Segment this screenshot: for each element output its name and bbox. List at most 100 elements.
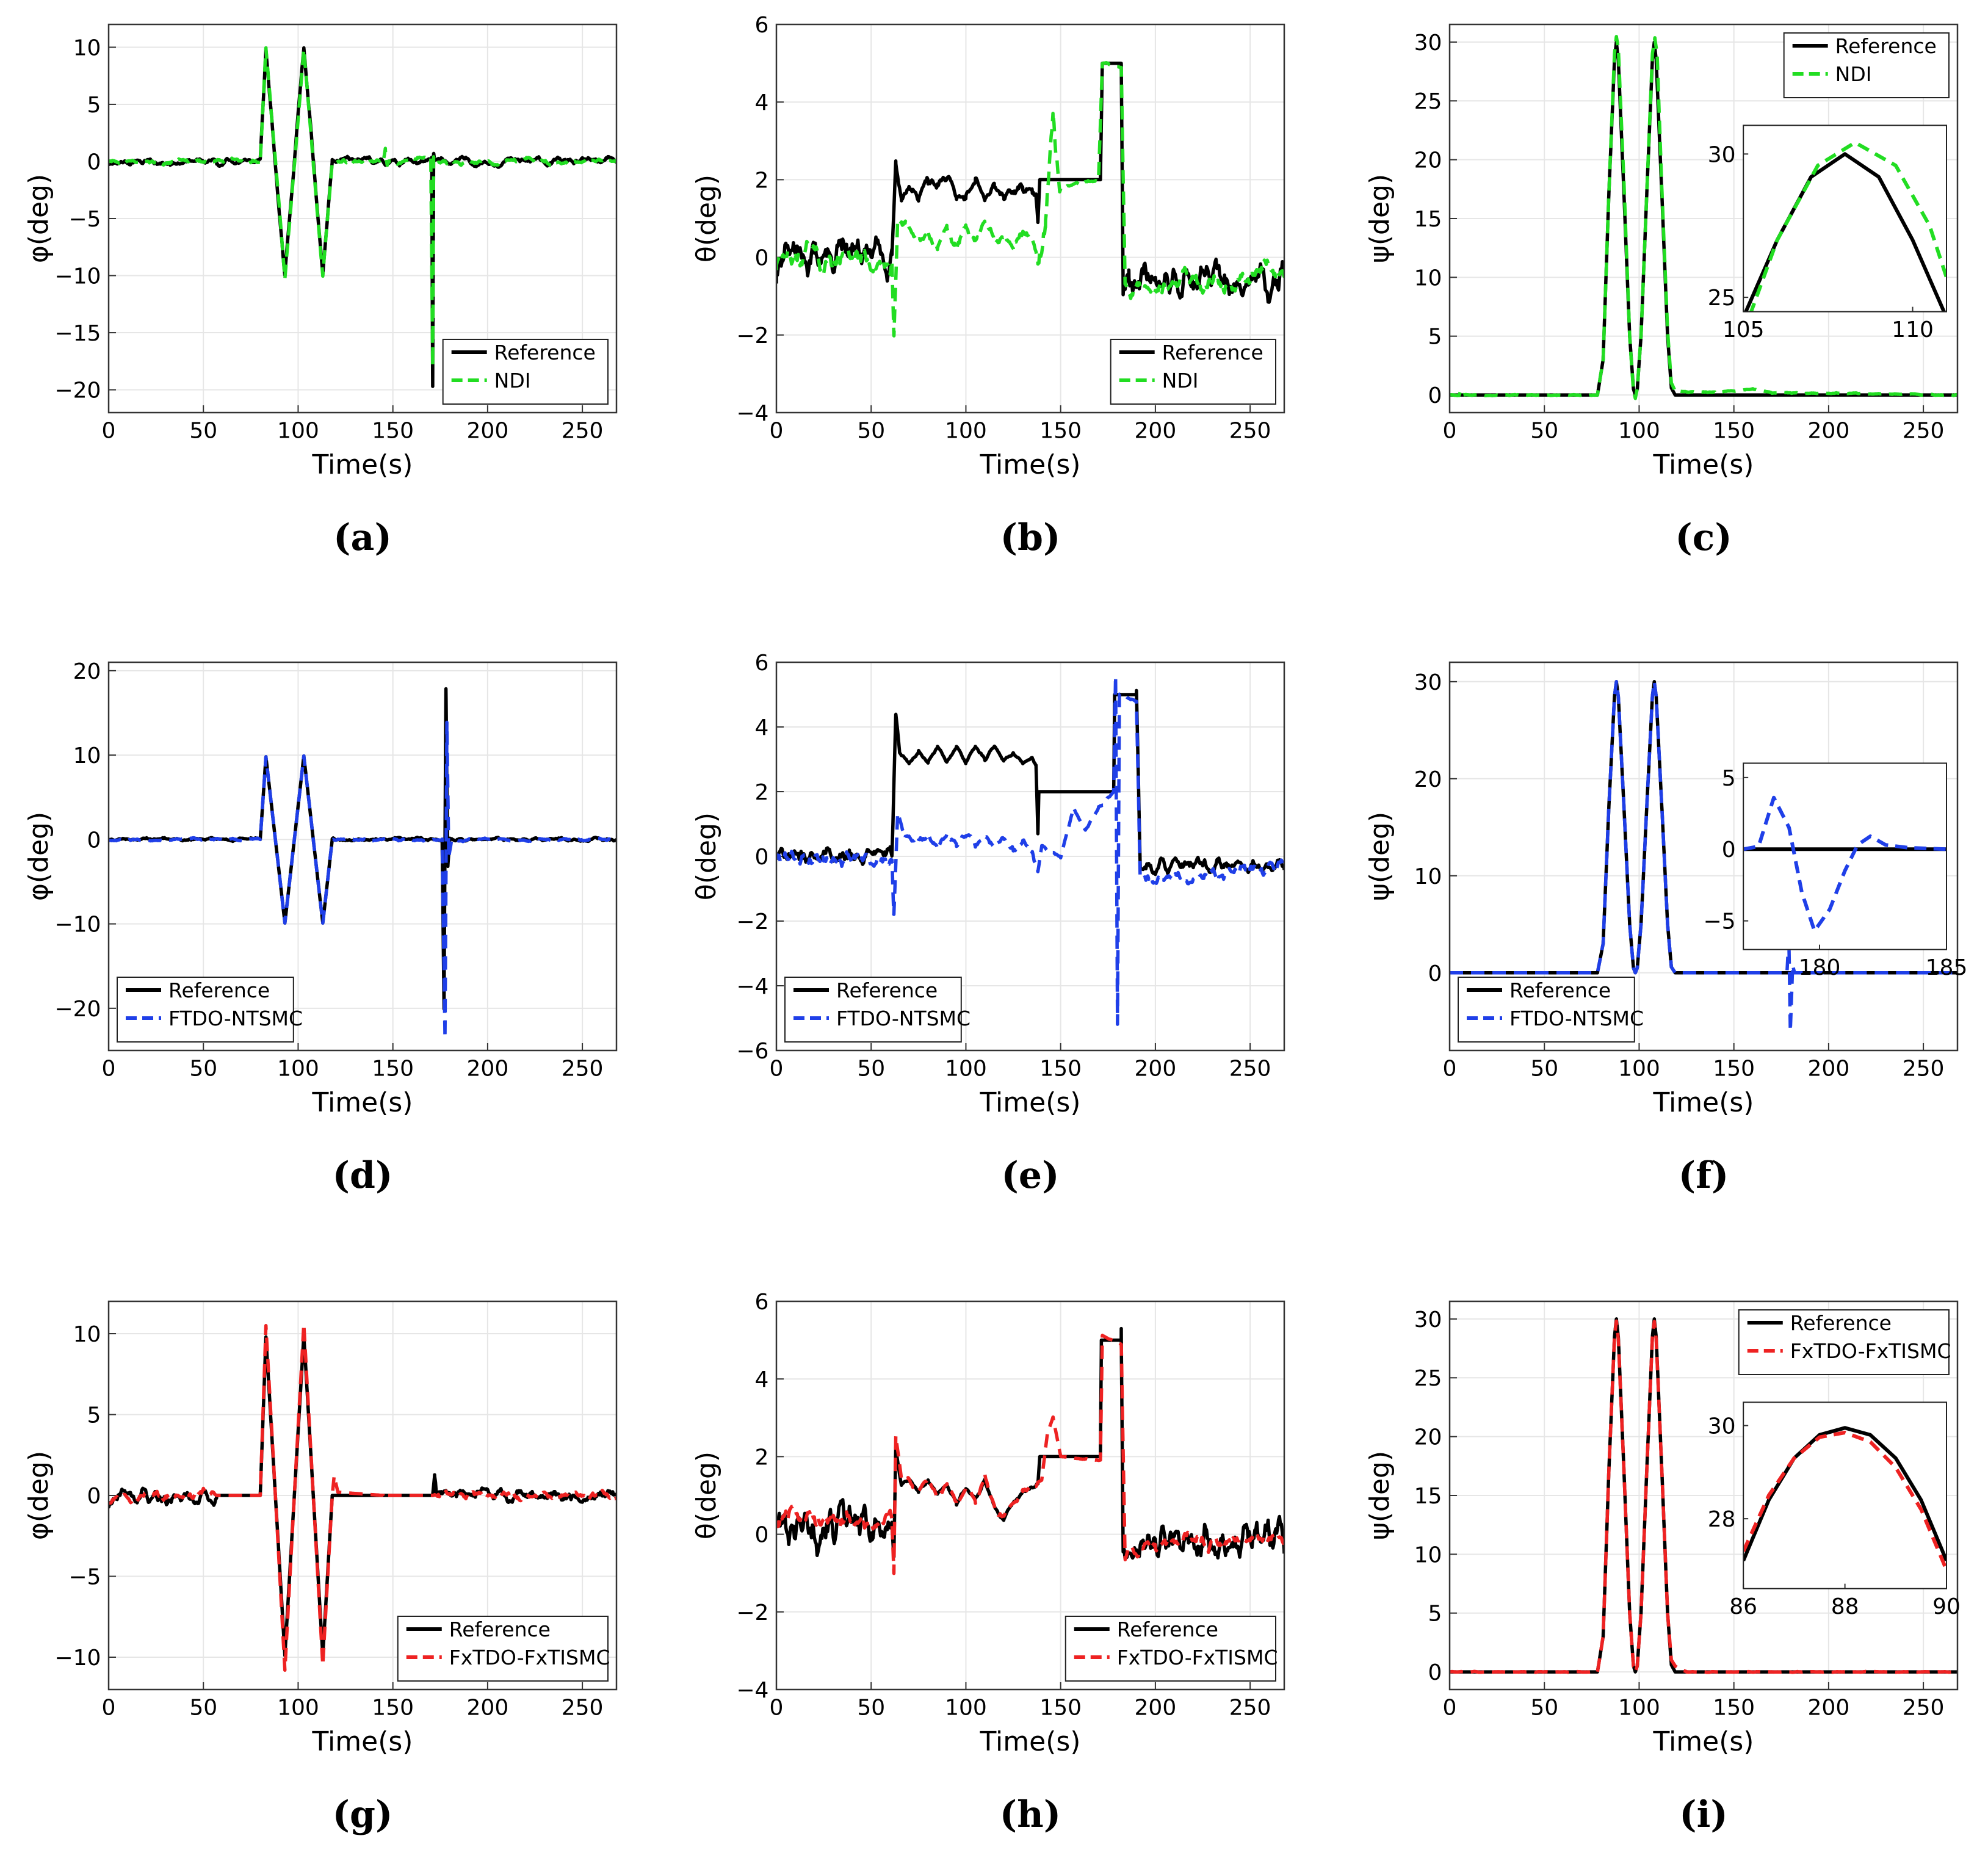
panel-caption: (i) — [1679, 1793, 1728, 1836]
legend: Reference FTDO-NTSMC — [117, 977, 303, 1043]
inset-plot: 105 110 25 30 — [1708, 125, 1947, 342]
series-group — [776, 61, 1284, 338]
y-tick-label: 6 — [754, 1290, 768, 1315]
y-tick-label: 0 — [87, 828, 101, 853]
x-tick-label: 200 — [467, 1056, 509, 1081]
legend-box — [117, 977, 294, 1043]
y-tick-label: 6 — [754, 13, 768, 38]
y-tick-label: 4 — [754, 90, 768, 115]
y-tick-label: 4 — [754, 1367, 768, 1392]
series-group — [1450, 35, 1957, 400]
x-tick-label: 180 — [1799, 955, 1841, 980]
x-tick-label: 200 — [1135, 1695, 1177, 1720]
y-tick-label: 0 — [87, 150, 101, 175]
x-tick-label: 50 — [1530, 1695, 1558, 1720]
x-axis-label: Time(s) — [1653, 1087, 1754, 1118]
tick-labels: 0 50 100 150 200 250 −10 −5 0 5 10 — [54, 1322, 603, 1720]
y-tick-label: 5 — [1722, 766, 1736, 791]
panel-d: 0 50 100 150 200 250 −20 −10 0 10 20 Reference FTDO-… — [23, 659, 618, 1197]
axes-frame — [1448, 1300, 1959, 1691]
series-line-ndi — [1749, 140, 1946, 312]
y-tick-label: 0 — [754, 845, 768, 870]
x-tick-label: 50 — [189, 1695, 217, 1720]
x-tick-label: 150 — [372, 418, 414, 443]
x-tick-label: 110 — [1892, 317, 1934, 342]
legend-box — [397, 1616, 609, 1682]
series-line-fxtdo-fxtismc — [109, 1322, 616, 1672]
series-line-ftdo-ntsmc — [109, 720, 616, 1040]
x-axis-label: Time(s) — [980, 1087, 1081, 1118]
x-tick-label: 86 — [1729, 1594, 1757, 1619]
legend-label: Reference — [1162, 341, 1263, 364]
x-tick-label: 100 — [277, 1056, 319, 1081]
y-tick-label: 15 — [1414, 207, 1442, 232]
y-tick-label: 0 — [754, 1523, 768, 1548]
series-line-reference — [776, 689, 1284, 877]
x-tick-label: 50 — [189, 418, 217, 443]
x-tick-label: 100 — [945, 1695, 987, 1720]
x-axis-label: Time(s) — [312, 449, 413, 480]
legend-label: Reference — [1509, 978, 1611, 1002]
inset-frame — [1743, 762, 1947, 950]
panel-caption: (e) — [1002, 1154, 1060, 1197]
series-line-reference — [1450, 40, 1957, 397]
y-tick-label: −10 — [54, 913, 101, 938]
y-axis-label: ψ(deg) — [1364, 174, 1395, 263]
panel-c: 0 50 100 150 200 250 0 5 10 15 20 25 30 105 110 25 30 Ref… — [1364, 23, 1959, 559]
panel-a: 0 50 100 150 200 250 −20 −15 −10 −5 0 5 10 Reference N… — [23, 23, 618, 559]
series-group — [1743, 795, 1946, 933]
y-tick-label: 5 — [1428, 1602, 1442, 1627]
x-tick-label: 0 — [1443, 1695, 1457, 1720]
y-tick-label: −10 — [54, 1646, 101, 1671]
y-tick-label: 2 — [754, 1445, 768, 1470]
y-tick-label: 0 — [1428, 383, 1442, 408]
axes-frame — [775, 23, 1285, 414]
y-axis-label: θ(deg) — [691, 812, 722, 900]
series-group — [109, 1322, 616, 1672]
legend-label: Reference — [1117, 1618, 1218, 1641]
series-line-fxtdo-fxtismc — [776, 1334, 1284, 1575]
y-tick-label: 5 — [87, 93, 101, 118]
x-axis-label: Time(s) — [1653, 449, 1754, 480]
x-tick-label: 150 — [372, 1695, 414, 1720]
panel-i: 0 50 100 150 200 250 0 5 10 15 20 25 30 86 88 90 28 30 Ref… — [1364, 1300, 1961, 1836]
x-axis-label: Time(s) — [980, 1726, 1081, 1757]
y-tick-label: −20 — [54, 997, 101, 1022]
legend-label: FTDO-NTSMC — [168, 1007, 303, 1030]
y-tick-label: 25 — [1414, 1366, 1442, 1391]
panel-h: 0 50 100 150 200 250 −4 −2 0 2 4 6 Reference FxTDO-Fx… — [691, 1290, 1285, 1836]
legend-label: NDI — [1162, 369, 1199, 392]
y-tick-label: 10 — [73, 743, 101, 768]
series-group — [776, 674, 1284, 1026]
x-tick-label: 150 — [1039, 418, 1082, 443]
x-tick-label: 185 — [1926, 955, 1968, 980]
panel-caption: (g) — [333, 1793, 393, 1836]
tick-labels: 0 50 100 150 200 250 −6 −4 −2 0 2 4 6 — [736, 651, 1271, 1081]
y-tick-label: 0 — [1722, 837, 1736, 862]
legend-label: Reference — [449, 1618, 551, 1641]
series-line-ndi — [776, 61, 1284, 338]
legend-box — [1110, 339, 1277, 405]
grid-lines — [108, 662, 616, 1050]
series-line-ftdo-ntsmc — [776, 674, 1284, 1026]
legend-label: FTDO-NTSMC — [1509, 1007, 1644, 1030]
legend-label: FxTDO-FxTISMC — [449, 1646, 610, 1669]
x-tick-label: 250 — [562, 1695, 604, 1720]
y-tick-label: −5 — [68, 1564, 101, 1589]
y-tick-label: −15 — [54, 321, 101, 346]
legend-box — [442, 339, 609, 405]
panel-caption: (a) — [333, 516, 392, 559]
y-tick-label: −10 — [54, 264, 101, 289]
legend-label: Reference — [1790, 1311, 1892, 1335]
x-tick-label: 90 — [1932, 1594, 1961, 1619]
y-tick-label: 0 — [87, 1484, 101, 1509]
x-tick-label: 150 — [1039, 1695, 1082, 1720]
x-tick-label: 0 — [770, 1056, 784, 1081]
tick-labels: 0 50 100 150 200 250 −20 −15 −10 −5 0 5 10 — [54, 35, 603, 443]
x-tick-label: 50 — [857, 1695, 885, 1720]
legend-label: FxTDO-FxTISMC — [1117, 1646, 1278, 1669]
y-tick-label: −20 — [54, 378, 101, 403]
plot-area — [1743, 1402, 1946, 1589]
